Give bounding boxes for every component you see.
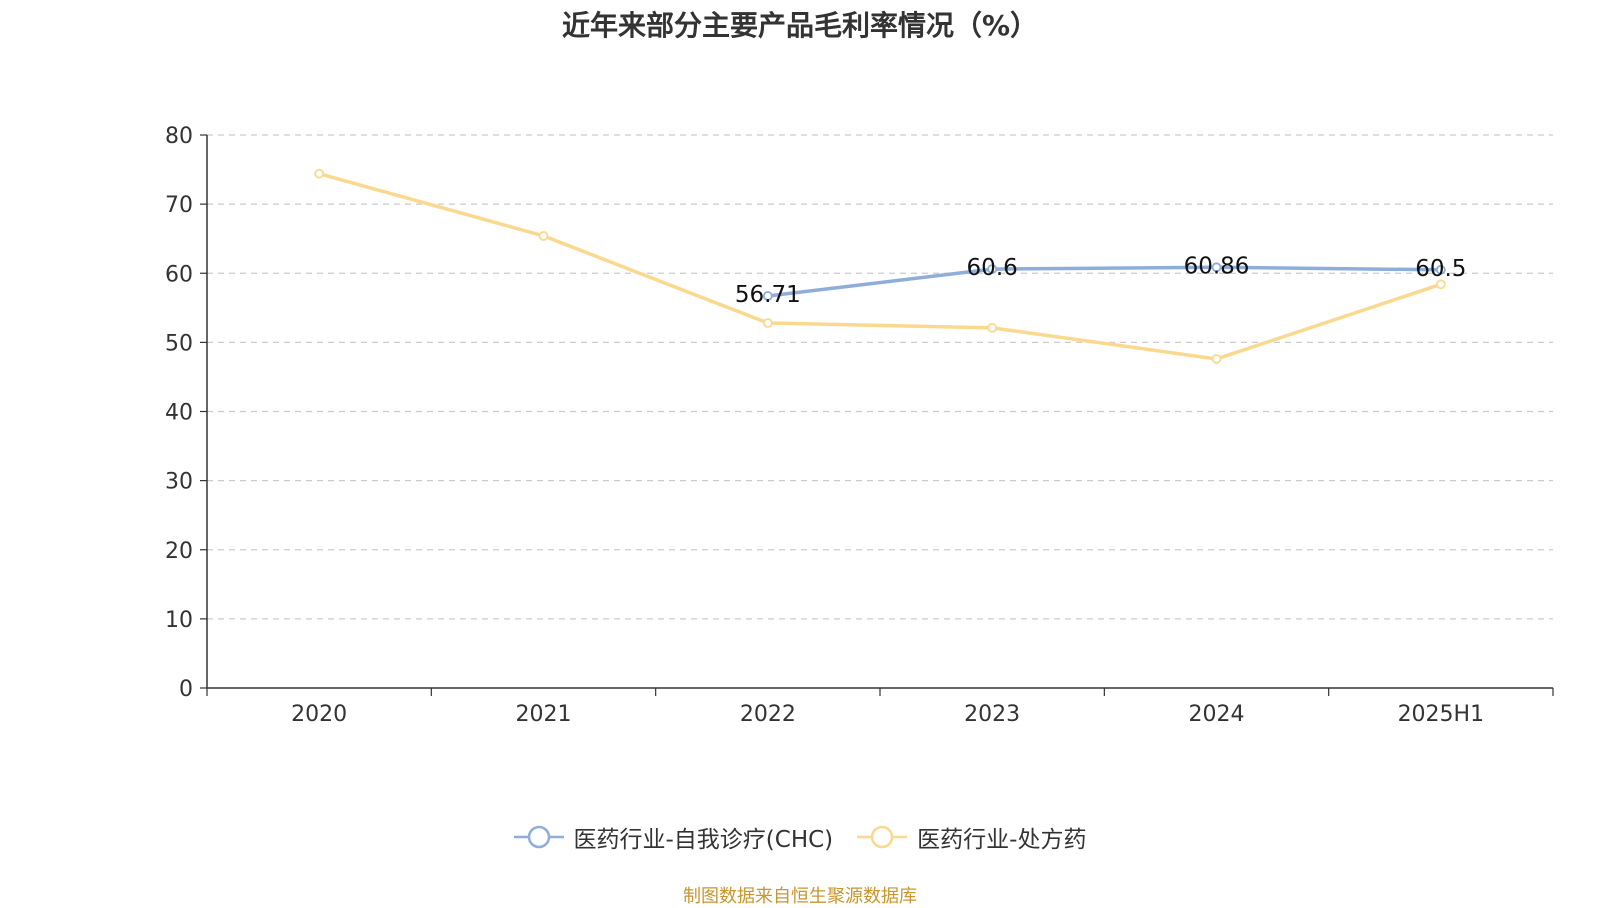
source-note: 制图数据来自恒生聚源数据库	[683, 886, 917, 907]
grid-layer	[207, 134, 1553, 620]
y-tick-label: 50	[165, 331, 193, 356]
y-tick-label: 30	[165, 470, 193, 495]
legend-label: 医药行业-处方药	[917, 827, 1087, 853]
x-tick-label: 2021	[516, 702, 572, 727]
legend-label: 医药行业-自我诊疗(CHC)	[573, 827, 834, 853]
x-tick-label: 2024	[1189, 702, 1245, 727]
x-tick-label: 2023	[964, 702, 1020, 727]
y-tick-label: 40	[165, 401, 193, 426]
data-label: 56.71	[735, 282, 801, 308]
label-layer: 56.71 60.6 60.86 60.5	[735, 253, 1467, 308]
legend: 医药行业-自我诊疗(CHC) 医药行业-处方药	[0, 820, 1600, 854]
chart-title: 近年来部分主要产品毛利率情况（%）	[561, 9, 1039, 42]
series-line-1	[318, 172, 1442, 361]
y-tick-label: 80	[165, 124, 193, 149]
y-tick-label: 10	[165, 608, 193, 633]
axis-layer: 0 10 20 30 40 50 60 70 80 2020 2021 2022 2023 2024 202…	[165, 124, 1554, 727]
data-point	[1435, 279, 1446, 290]
x-tick-label: 2020	[291, 702, 347, 727]
series-line-0	[767, 265, 1441, 298]
legend-item-1[interactable]: 医药行业-处方药	[857, 820, 1086, 854]
data-point	[1211, 262, 1222, 273]
data-point	[1211, 354, 1222, 364]
data-point	[1435, 264, 1446, 275]
series-layer	[314, 168, 1446, 364]
y-tick-label: 20	[165, 539, 193, 564]
data-label: 60.6	[967, 255, 1018, 281]
data-label: 60.5	[1415, 256, 1466, 282]
data-point	[762, 291, 773, 301]
legend-item-0[interactable]: 医药行业-自我诊疗(CHC)	[513, 820, 834, 854]
y-tick-label: 0	[179, 677, 193, 702]
x-tick-label: 2022	[740, 702, 796, 727]
data-point	[762, 318, 773, 328]
data-point	[314, 168, 325, 179]
y-tick-label: 60	[165, 262, 193, 287]
data-label: 60.86	[1184, 253, 1250, 279]
legend-swatch-icon	[857, 825, 908, 849]
data-point	[987, 264, 998, 275]
data-point	[987, 322, 998, 333]
legend-swatch-icon	[513, 825, 564, 849]
y-tick-label: 70	[165, 193, 193, 218]
x-tick-label: 2025H1	[1398, 702, 1485, 727]
data-point	[538, 231, 549, 241]
